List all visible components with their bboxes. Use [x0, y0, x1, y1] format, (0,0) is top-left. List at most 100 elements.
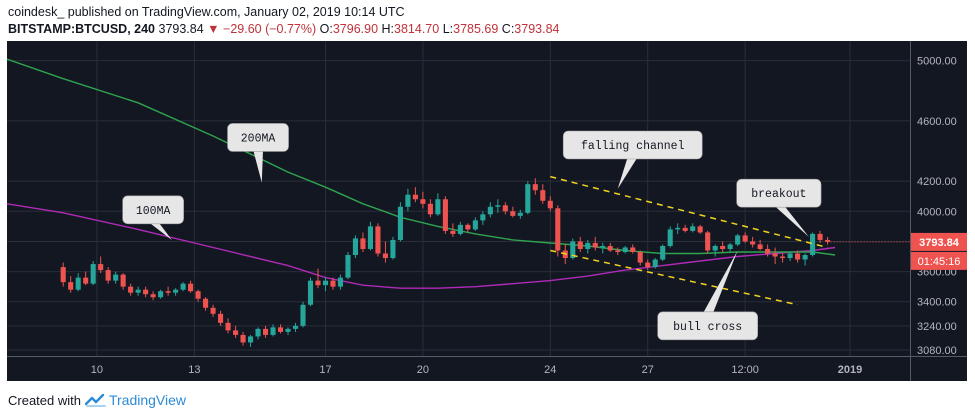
candle-body — [802, 255, 808, 260]
candle-body — [457, 224, 463, 234]
candle-body — [120, 274, 126, 287]
price-label-text: 3793.84 — [919, 237, 960, 249]
y-tick-label: 4600.00 — [917, 116, 957, 128]
price-label-box — [911, 232, 967, 251]
callout-pointer — [148, 221, 172, 240]
candle-body — [218, 313, 224, 323]
candle-body — [585, 242, 591, 249]
callout-label: bull cross — [673, 321, 742, 334]
x-tick-label: 20 — [417, 364, 429, 376]
x-tick-label: 13 — [188, 364, 200, 376]
callout-box — [657, 311, 758, 341]
published-text: published on TradingView.com, January 02… — [67, 5, 405, 19]
tradingview-logo[interactable]: TradingView — [84, 392, 187, 408]
tradingview-brand: TradingView — [108, 392, 187, 408]
x-tick-label: 24 — [544, 364, 556, 376]
candle-body — [203, 298, 209, 308]
candle-body — [195, 291, 201, 299]
candle-body — [480, 214, 486, 221]
candle-body — [742, 235, 748, 242]
callout-box — [227, 123, 289, 152]
countdown-label-text: 01:45:16 — [918, 256, 961, 268]
callout-label: breakout — [751, 188, 806, 201]
candle-body — [90, 264, 96, 284]
candle-body — [660, 245, 666, 260]
candle-body — [98, 264, 104, 271]
candle-body — [487, 206, 493, 215]
low-label: L: — [442, 22, 454, 36]
candle-body — [540, 190, 546, 201]
candle-body — [158, 291, 164, 298]
candle-body — [405, 194, 411, 207]
candle-body — [675, 227, 681, 230]
candle-body — [262, 328, 269, 335]
candle-body — [382, 253, 388, 259]
candle-body — [210, 307, 216, 314]
symbol-label: BITSTAMP:BTCUSD, 240 — [8, 22, 156, 36]
ma200-line — [7, 58, 836, 256]
high-value: 3814.70 — [394, 22, 440, 36]
candle-body — [322, 280, 329, 286]
channel-upper-line — [550, 175, 828, 249]
candle-body — [555, 208, 561, 251]
tradingview-icon — [84, 393, 106, 407]
candle-body — [360, 238, 366, 249]
candle-body — [300, 304, 306, 326]
callout-pointer — [617, 156, 638, 189]
countdown-label-box — [911, 251, 967, 270]
candle-body — [450, 230, 456, 234]
callout-label: 100MA — [136, 205, 171, 218]
candle-body — [150, 294, 156, 298]
candle-body — [240, 334, 246, 343]
ma100-line — [7, 203, 836, 289]
candle-body — [255, 328, 261, 337]
candle-body — [735, 235, 741, 245]
created-with-text: Created with — [8, 392, 81, 408]
candle-body — [757, 244, 763, 249]
candle-body — [247, 336, 254, 343]
candle-body — [135, 289, 141, 293]
open-label: O: — [319, 22, 333, 36]
candle-body — [75, 277, 81, 290]
candle-body — [645, 262, 651, 268]
y-tick-label: 3400.00 — [917, 297, 957, 309]
candle-body — [352, 238, 359, 256]
candle-body — [570, 241, 576, 259]
candle-body — [307, 280, 314, 305]
candle-body — [607, 245, 613, 251]
candle-body — [615, 250, 621, 253]
candle-body — [780, 256, 786, 259]
candle-body — [690, 226, 696, 231]
candle-body — [697, 226, 703, 233]
callout-label: falling channel — [581, 140, 685, 153]
annotation-callout: bull cross — [657, 250, 758, 341]
candle-body — [705, 232, 711, 251]
candle-body — [412, 194, 418, 200]
candle-body — [787, 253, 793, 259]
candle-body — [173, 289, 179, 293]
candle-body — [622, 247, 628, 253]
high-label: H: — [381, 22, 395, 36]
candle-body — [817, 233, 823, 240]
open-value: 3796.90 — [332, 22, 379, 36]
candle-body — [502, 205, 508, 212]
candle-body — [682, 227, 688, 231]
candle-body — [600, 245, 606, 248]
candle-body — [465, 224, 471, 230]
y-tick-label: 5000.00 — [917, 56, 957, 68]
candle-body — [547, 200, 553, 209]
candle-body — [765, 248, 771, 254]
publication-line: coindesk_ published on TradingView.com, … — [8, 5, 405, 19]
candle-body — [652, 259, 658, 268]
x-tick-label: 27 — [642, 364, 654, 376]
author-name[interactable]: coindesk_ — [8, 5, 65, 19]
candle-body — [330, 280, 336, 287]
callout-pointer — [253, 149, 264, 183]
y-tick-label: 3080.00 — [917, 345, 957, 357]
candle-body — [577, 241, 583, 249]
price-chart[interactable]: 200MA 100MA falling channel breakout bull cr… — [7, 41, 967, 381]
candle-body — [128, 286, 134, 293]
callout-pointer — [702, 250, 738, 314]
low-value: 3785.69 — [453, 22, 499, 36]
candle-body — [345, 255, 351, 278]
